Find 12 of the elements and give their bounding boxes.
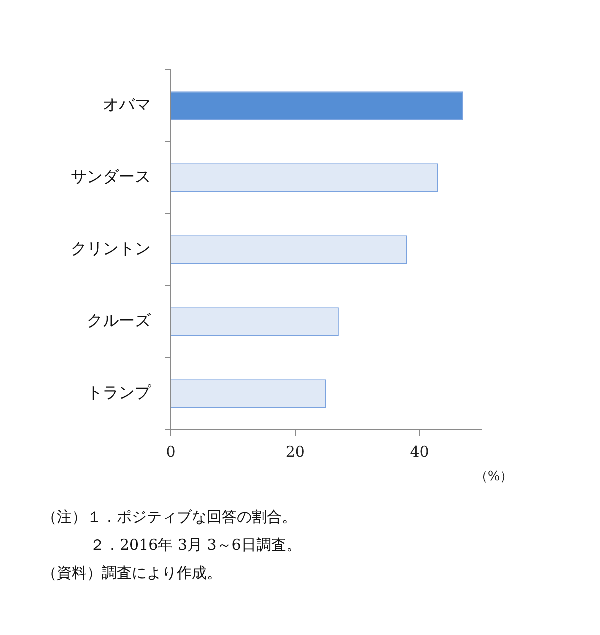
text: ２．2016年 3月 3～6日調査。 (89, 535, 302, 556)
text: （注）１．ポジティブな回答の割合。 (42, 507, 298, 528)
y-tick-label: トランプ (87, 383, 152, 402)
y-tick-label: オバマ (103, 95, 151, 114)
y-tick-label: クルーズ (87, 311, 152, 330)
x-tick-label: 20 (286, 442, 305, 461)
x-axis-title: （%） (474, 469, 514, 484)
x-tick-label: 0 (166, 442, 176, 461)
text: （資料）調査により作成。 (42, 563, 223, 584)
y-tick-label: サンダース (71, 167, 151, 186)
y-tick-label: クリントン (71, 239, 151, 258)
x-tick-label: 40 (410, 442, 430, 461)
